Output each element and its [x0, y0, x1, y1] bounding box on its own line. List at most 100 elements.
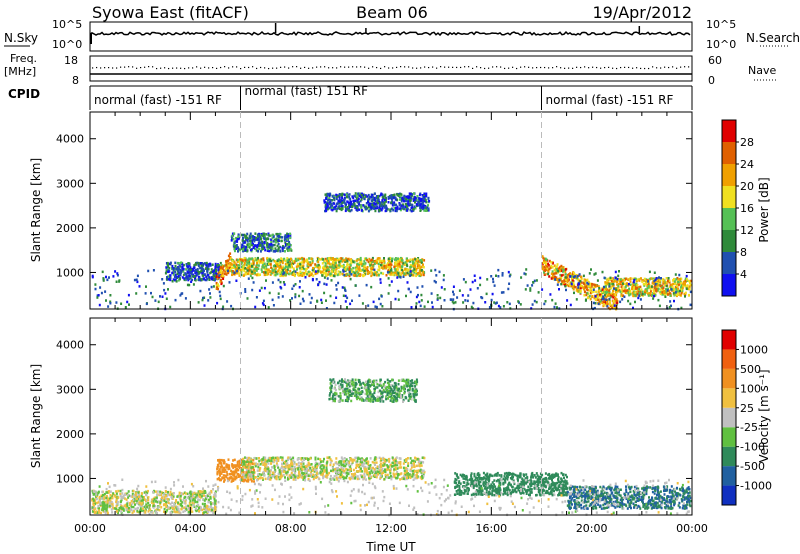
- power-cell: [181, 268, 184, 272]
- velocity-cell: [234, 465, 237, 468]
- power-cell: [394, 196, 397, 200]
- power-cell: [501, 274, 504, 277]
- power-cell: [256, 273, 258, 277]
- power-cell: [418, 269, 421, 273]
- nave-dot: [616, 67, 618, 70]
- power-cell: [409, 265, 412, 269]
- velocity-cell: [91, 510, 94, 513]
- power-cell: [287, 272, 290, 275]
- power-cell: [423, 305, 426, 308]
- power-cell: [344, 268, 347, 271]
- power-cell: [649, 290, 652, 293]
- power-cell: [252, 236, 255, 239]
- nave-dot: [180, 67, 182, 69]
- power-cell: [660, 277, 662, 280]
- velocity-cell: [111, 511, 114, 514]
- power-cell: [548, 275, 551, 278]
- power-cell: [216, 277, 219, 280]
- velocity-cell: [92, 490, 95, 493]
- power-cell: [270, 272, 273, 275]
- power-cell: [135, 278, 138, 281]
- nsky-scale-top: 10^5: [52, 18, 82, 31]
- power-cell: [331, 208, 334, 212]
- power-cell: [370, 285, 373, 289]
- power-cell: [407, 269, 410, 272]
- power-cell: [294, 283, 297, 286]
- power-cell: [236, 246, 239, 249]
- power-cell: [674, 291, 677, 294]
- power-cell: [257, 242, 260, 245]
- velocity-cell: [186, 492, 189, 496]
- velocity-cell: [212, 511, 215, 514]
- power-cell: [474, 279, 477, 282]
- power-cell: [561, 270, 564, 273]
- power-cell: [269, 234, 272, 237]
- velocity-cell: [106, 511, 109, 515]
- power-cell: [202, 268, 205, 271]
- power-cell: [337, 270, 340, 273]
- power-cell: [266, 268, 269, 272]
- power-cell: [329, 205, 332, 209]
- power-cell: [653, 282, 656, 286]
- nave-dot: [588, 67, 590, 69]
- power-cell: [324, 266, 327, 270]
- power-cell: [209, 296, 212, 299]
- power-cell: [651, 282, 654, 285]
- velocity-cell: [119, 500, 122, 504]
- power-cell: [582, 274, 585, 278]
- power-cell: [542, 267, 545, 270]
- nave-dot: [320, 66, 322, 68]
- nave-dot: [252, 66, 254, 68]
- power-cell: [415, 272, 418, 275]
- power-cell: [222, 305, 225, 308]
- velocity-cell: [158, 508, 161, 512]
- power-cell: [675, 292, 678, 296]
- power-cell: [554, 266, 557, 270]
- power-cell: [560, 269, 563, 272]
- velocity-cell: [231, 463, 234, 466]
- velocity-cell: [109, 499, 112, 502]
- power-cell: [643, 277, 646, 281]
- power-cell: [647, 292, 650, 296]
- power-cell: [609, 303, 611, 306]
- power-cell: [115, 301, 118, 304]
- velocity-cell: [160, 493, 162, 497]
- power-cell: [613, 306, 616, 309]
- power-cell: [276, 272, 279, 276]
- power-cell: [96, 294, 99, 297]
- power-cell: [668, 279, 671, 283]
- power-cell: [643, 284, 646, 287]
- power-cell: [616, 301, 619, 305]
- power-cell: [551, 262, 554, 265]
- velocity-cell: [120, 504, 123, 508]
- velocity-cell: [173, 507, 176, 510]
- power-cell: [653, 281, 656, 284]
- velocity-cell: [201, 508, 204, 512]
- power-cell: [218, 275, 220, 279]
- power-cell: [414, 258, 417, 261]
- power-cell: [604, 290, 607, 294]
- velocity-cell: [171, 505, 174, 508]
- power-cell: [325, 196, 328, 200]
- power-cell: [219, 294, 222, 298]
- power-cell: [255, 267, 258, 271]
- velocity-cell: [340, 459, 343, 463]
- power-cell: [355, 268, 358, 271]
- power-cell: [414, 198, 417, 202]
- power-cell: [392, 194, 395, 197]
- power-cell: [412, 192, 415, 195]
- power-cell: [554, 302, 557, 305]
- power-cell: [591, 291, 594, 294]
- power-cell: [420, 293, 423, 297]
- power-cell: [109, 300, 112, 303]
- power-cell: [240, 270, 243, 274]
- power-cell: [383, 257, 385, 260]
- power-cell: [684, 279, 687, 282]
- power-cell: [509, 307, 512, 310]
- velocity-cell: [214, 502, 216, 505]
- power-cell: [174, 264, 177, 268]
- title-center: Beam 06: [356, 3, 428, 22]
- power-cell: [171, 271, 174, 275]
- power-cell: [285, 243, 287, 246]
